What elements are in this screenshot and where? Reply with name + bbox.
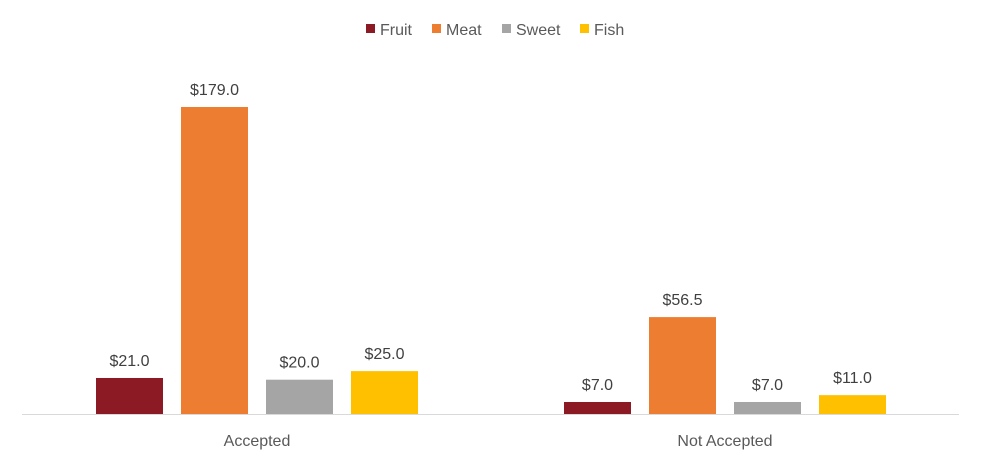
data-label-sweet-accepted: $20.0	[279, 355, 319, 372]
data-label-fish-accepted: $25.0	[364, 346, 404, 363]
bar-meat-not-accepted	[649, 317, 716, 414]
data-label-fruit-not-accepted: $7.0	[582, 377, 613, 394]
legend-label-meat: Meat	[446, 22, 482, 39]
data-label-fish-not-accepted: $11.0	[833, 370, 872, 387]
data-label-fruit-accepted: $21.0	[109, 353, 149, 370]
category-label-not-accepted: Not Accepted	[677, 433, 772, 450]
legend: Fruit Meat Sweet Fish	[366, 22, 624, 39]
legend-swatch-meat	[432, 24, 441, 33]
bar-fish-accepted	[351, 371, 418, 414]
bar-fruit-accepted	[96, 377, 163, 414]
data-label-meat-accepted: $179.0	[190, 82, 239, 99]
bar-fruit-not-accepted	[564, 401, 631, 414]
bar-meat-accepted	[181, 107, 248, 414]
data-labels-group: $21.0 $179.0 $20.0 $25.0 $7.0 $56.5 $7.0 $11.0	[109, 82, 872, 394]
legend-swatch-fish	[580, 24, 589, 33]
legend-swatch-sweet	[502, 24, 511, 33]
data-label-sweet-not-accepted: $7.0	[752, 377, 783, 394]
bar-sweet-not-accepted	[734, 401, 801, 414]
bar-sweet-accepted	[266, 379, 333, 414]
legend-label-fruit: Fruit	[380, 22, 413, 39]
category-label-accepted: Accepted	[224, 433, 291, 450]
legend-label-fish: Fish	[594, 22, 624, 39]
legend-swatch-fruit	[366, 24, 375, 33]
bar-fish-not-accepted	[819, 395, 886, 414]
bars-group	[96, 107, 886, 414]
data-label-meat-not-accepted: $56.5	[662, 292, 702, 309]
legend-label-sweet: Sweet	[516, 22, 561, 39]
category-labels-group: Accepted Not Accepted	[224, 433, 773, 450]
